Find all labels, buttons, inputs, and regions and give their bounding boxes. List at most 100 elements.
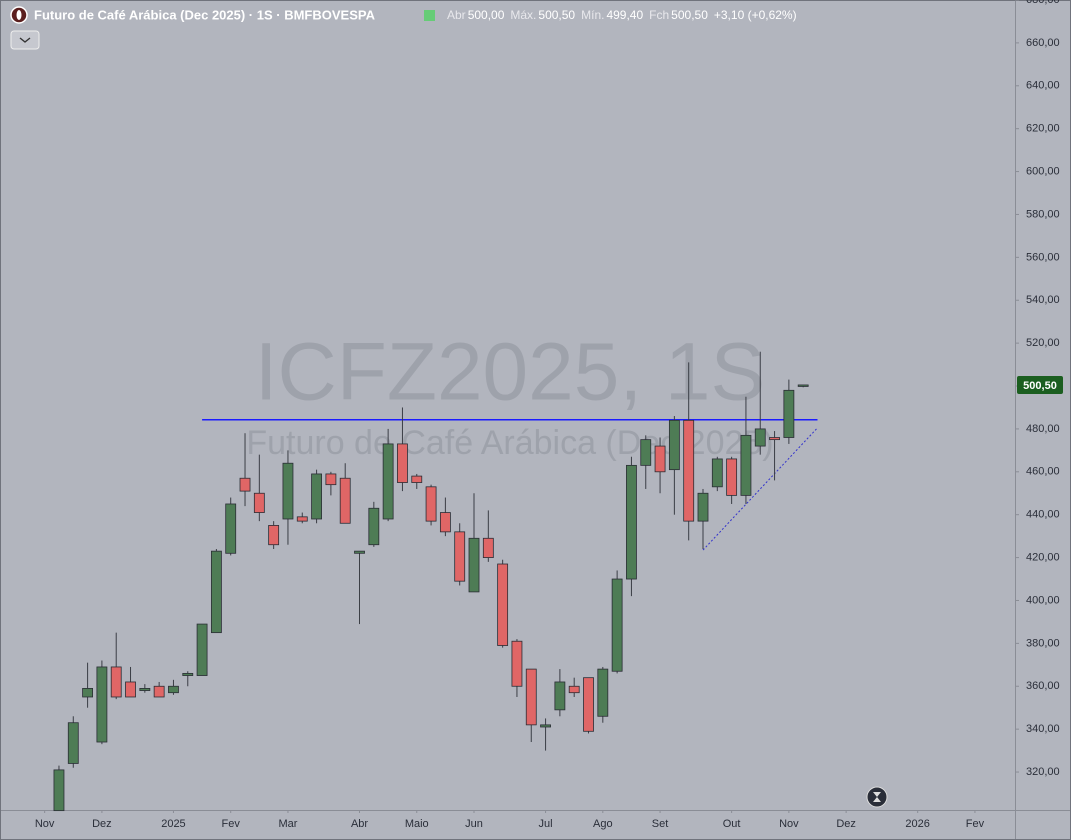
candle-body <box>554 681 566 711</box>
candle-body <box>668 419 680 471</box>
plot <box>53 351 818 812</box>
candle-body <box>769 437 780 441</box>
candle-body <box>425 486 437 522</box>
x-tick-label: Fev <box>222 818 241 830</box>
ohlc-change: +3,10 (+0,62%) <box>714 8 797 22</box>
y-tick-label: 580,00 <box>1026 208 1060 220</box>
candle-body <box>740 434 752 496</box>
y-tick-label: 340,00 <box>1026 723 1060 735</box>
collapse-icon <box>19 37 31 43</box>
candle-body <box>482 537 494 558</box>
candle-body <box>583 677 594 732</box>
candle-body <box>511 640 523 687</box>
candle-body <box>182 672 194 676</box>
candle-body <box>268 525 280 546</box>
candle-body <box>296 516 308 522</box>
x-tick-label: Abr <box>351 818 368 830</box>
candle-body <box>339 477 351 524</box>
x-tick-label: Dez <box>92 818 112 830</box>
collapse-button[interactable] <box>10 30 40 50</box>
x-tick-label: Ago <box>593 818 613 830</box>
replay-icon <box>873 792 881 802</box>
y-tick-label: 560,00 <box>1026 251 1060 263</box>
candle-body <box>282 462 294 520</box>
x-tick-label: Jun <box>465 818 483 830</box>
candle-body <box>153 685 165 698</box>
candle-body <box>125 681 136 698</box>
candle-body <box>53 769 65 812</box>
candle-body <box>397 443 408 483</box>
symbol-icon-bean <box>16 10 22 20</box>
candle-body <box>540 724 551 728</box>
ohlc-value: 500,50 <box>671 8 708 22</box>
candle-body <box>368 507 380 546</box>
ohlc-value: 499,40 <box>606 8 643 22</box>
ohlc-value: 500,00 <box>468 8 505 22</box>
y-tick-label: 600,00 <box>1026 165 1060 177</box>
ohlc-name: Fch <box>649 8 669 22</box>
chart-title[interactable]: Futuro de Café Arábica (Dec 2025) · 1S ·… <box>34 7 376 22</box>
candle-body <box>783 389 795 438</box>
last-price-tag <box>1017 375 1063 394</box>
x-tick-label: 2026 <box>905 818 929 830</box>
y-tick-label: 540,00 <box>1026 294 1060 306</box>
candle-body <box>354 550 365 554</box>
watermark-subtitle: Futuro de Café Arábica (Dec 2025) <box>246 424 773 462</box>
candle-body <box>525 668 537 726</box>
candle-body <box>797 384 809 387</box>
y-tick-label: 660,00 <box>1026 37 1060 49</box>
x-tick-label: Out <box>723 818 741 830</box>
candle-body <box>468 537 480 593</box>
replay-button[interactable] <box>866 786 888 808</box>
x-tick-label: Fev <box>966 818 985 830</box>
candle-body <box>239 477 251 492</box>
y-tick-label: 520,00 <box>1026 337 1060 349</box>
ohlc-value: 500,50 <box>538 8 575 22</box>
candle-body <box>654 445 666 473</box>
candle-body <box>568 685 580 694</box>
candle-body <box>683 419 695 522</box>
candle-body <box>754 428 766 447</box>
candle-body <box>597 668 609 717</box>
y-tick-label: 480,00 <box>1026 423 1060 435</box>
y-tick-label: 320,00 <box>1026 766 1060 778</box>
x-tick-label: 2025 <box>161 818 185 830</box>
x-tick-label: Maio <box>405 818 429 830</box>
y-tick-label: 680,00 <box>1026 0 1060 6</box>
x-tick-label: Nov <box>779 818 799 830</box>
ohlc-name: Máx. <box>510 8 536 22</box>
candle-body <box>454 531 466 582</box>
x-tick-label: Mar <box>278 818 297 830</box>
candle-body <box>611 578 623 672</box>
ohlc-header: Abr 500,00 Máx. 500,50 Mín. 499,40 Fch 500,50 +3… <box>447 8 797 22</box>
y-tick-label: 380,00 <box>1026 637 1060 649</box>
candle-body <box>210 550 222 634</box>
y-tick-label: 420,00 <box>1026 551 1060 563</box>
candle-body <box>96 666 108 743</box>
status-square <box>424 10 435 21</box>
y-tick-label: 400,00 <box>1026 594 1060 606</box>
candle-body <box>640 439 652 466</box>
candle-body <box>196 623 208 676</box>
x-tick-label: Dez <box>836 818 856 830</box>
x-tick-label: Nov <box>35 818 55 830</box>
x-tick-label: Set <box>652 818 669 830</box>
y-tick-label: 440,00 <box>1026 509 1060 521</box>
ohlc-name: Abr <box>447 8 466 22</box>
candle-body <box>726 458 738 496</box>
candle-body <box>253 492 265 513</box>
watermark: ICFZ2025, 1S <box>255 327 765 418</box>
candle-body <box>711 458 723 488</box>
y-tick-label: 620,00 <box>1026 123 1060 135</box>
candle-body <box>67 722 79 764</box>
candle-body <box>497 563 509 646</box>
candle-body <box>382 443 394 520</box>
candle-body <box>82 688 93 698</box>
y-tick-label: 640,00 <box>1026 80 1060 92</box>
candle-body <box>439 512 451 533</box>
candle-body <box>168 685 179 694</box>
candle-body <box>325 473 337 486</box>
candle-body <box>110 666 122 698</box>
x-tick-label: Jul <box>539 818 553 830</box>
